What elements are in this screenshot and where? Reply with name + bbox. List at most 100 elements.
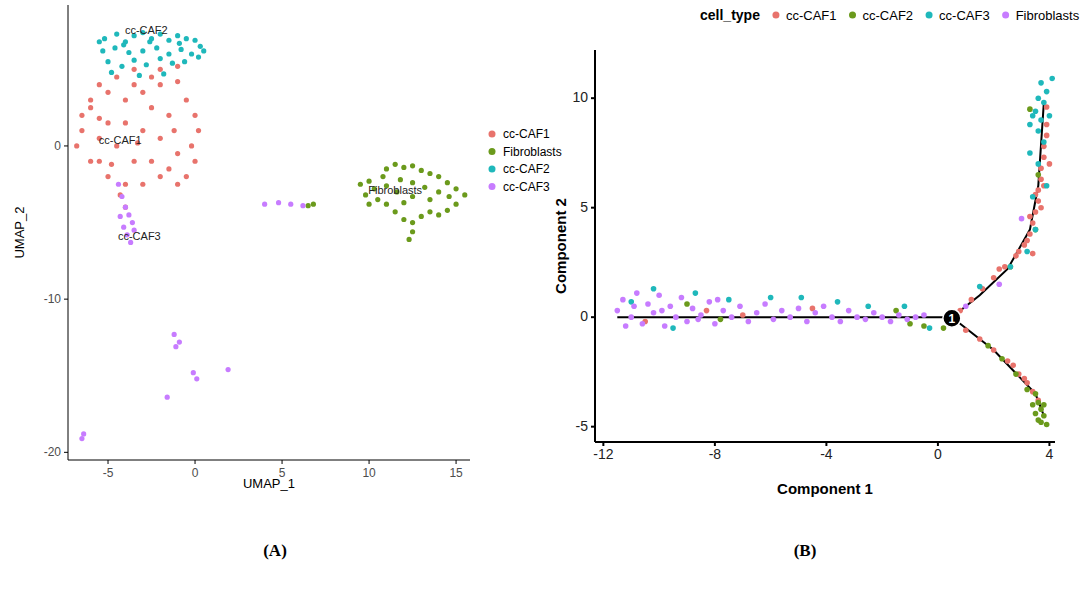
legend-label: cc-CAF3	[503, 180, 550, 194]
point	[140, 182, 145, 187]
point	[144, 62, 149, 67]
point	[166, 166, 171, 171]
point	[100, 48, 105, 53]
point	[812, 310, 818, 316]
point	[375, 197, 380, 202]
legend-label: cc-CAF2	[503, 162, 550, 176]
figure: -5051015-20-100UMAP_1UMAP_2(A)cc-CAF2cc-…	[0, 0, 1080, 593]
point	[427, 197, 432, 202]
point	[410, 220, 415, 225]
point	[1038, 205, 1044, 211]
x-tick-label: -8	[709, 446, 722, 462]
legend-label: Fibroblasts	[503, 145, 562, 159]
point	[854, 314, 860, 320]
point	[999, 356, 1005, 362]
point	[81, 431, 86, 436]
point	[835, 299, 841, 305]
legend: cell_typecc-CAF1cc-CAF2cc-CAF3Fibroblast…	[700, 7, 1080, 23]
x-axis-title: Component 1	[777, 480, 873, 497]
series-fibroblasts	[306, 162, 468, 242]
legend-swatch	[1002, 12, 1009, 19]
point	[198, 44, 203, 49]
point	[172, 332, 177, 337]
point	[192, 38, 197, 43]
point	[109, 70, 114, 75]
point	[1038, 419, 1044, 425]
point	[846, 308, 852, 314]
point	[445, 208, 450, 213]
point	[132, 67, 137, 72]
series-cc-caf3	[628, 76, 1055, 331]
point	[1033, 411, 1039, 417]
point	[804, 319, 810, 325]
point	[123, 182, 128, 187]
legend-label: Fibroblasts	[1016, 8, 1080, 23]
series-cc-caf2	[684, 106, 1049, 427]
point	[829, 314, 835, 320]
point	[79, 128, 84, 133]
point	[1033, 227, 1039, 233]
point	[288, 202, 293, 207]
point	[913, 314, 919, 320]
point	[737, 303, 743, 309]
chart-panel: -12-8-404-50510Component 1Component 2(B)…	[552, 7, 1080, 560]
point	[189, 51, 194, 56]
point	[175, 79, 180, 84]
point	[118, 214, 123, 219]
panel-label: (A)	[263, 541, 287, 560]
point	[123, 205, 128, 210]
legend-swatch	[926, 12, 933, 19]
point	[105, 59, 110, 64]
point	[904, 317, 910, 323]
point	[645, 301, 651, 307]
point	[1019, 216, 1025, 222]
point	[673, 314, 679, 320]
y-tick-label: 0	[580, 308, 588, 324]
point	[419, 214, 424, 219]
y-tick	[64, 452, 68, 453]
point	[121, 225, 126, 230]
point	[921, 323, 927, 329]
point	[684, 319, 690, 325]
point	[1035, 198, 1041, 204]
point	[1030, 194, 1036, 200]
point	[888, 319, 894, 325]
point	[427, 171, 432, 176]
point	[1044, 422, 1050, 428]
point	[97, 82, 102, 87]
y-axis-title: Component 2	[552, 198, 569, 294]
point	[631, 303, 637, 309]
point	[123, 97, 128, 102]
point	[996, 282, 1002, 288]
point	[184, 36, 189, 41]
point	[226, 367, 231, 372]
point	[380, 174, 385, 179]
x-tick	[456, 460, 457, 464]
point	[137, 73, 142, 78]
point	[1033, 391, 1039, 397]
point	[140, 48, 145, 53]
point	[126, 212, 131, 217]
point	[97, 116, 102, 121]
point	[1035, 400, 1041, 406]
point	[114, 74, 119, 79]
legend-label: cc-CAF1	[786, 8, 837, 23]
legend-swatch	[489, 131, 496, 138]
point	[105, 90, 110, 95]
point	[172, 128, 177, 133]
point	[771, 317, 777, 323]
point	[1033, 227, 1039, 233]
point	[175, 64, 180, 69]
point	[1044, 133, 1050, 139]
point	[453, 202, 458, 207]
point	[196, 128, 201, 133]
plot-area	[615, 76, 1055, 428]
point	[410, 229, 415, 234]
point	[177, 339, 182, 344]
y-tick	[64, 145, 68, 146]
series-fibroblasts	[615, 216, 1025, 329]
point	[1035, 161, 1041, 167]
point	[1038, 117, 1044, 123]
y-tick	[591, 426, 595, 428]
point	[921, 312, 927, 318]
